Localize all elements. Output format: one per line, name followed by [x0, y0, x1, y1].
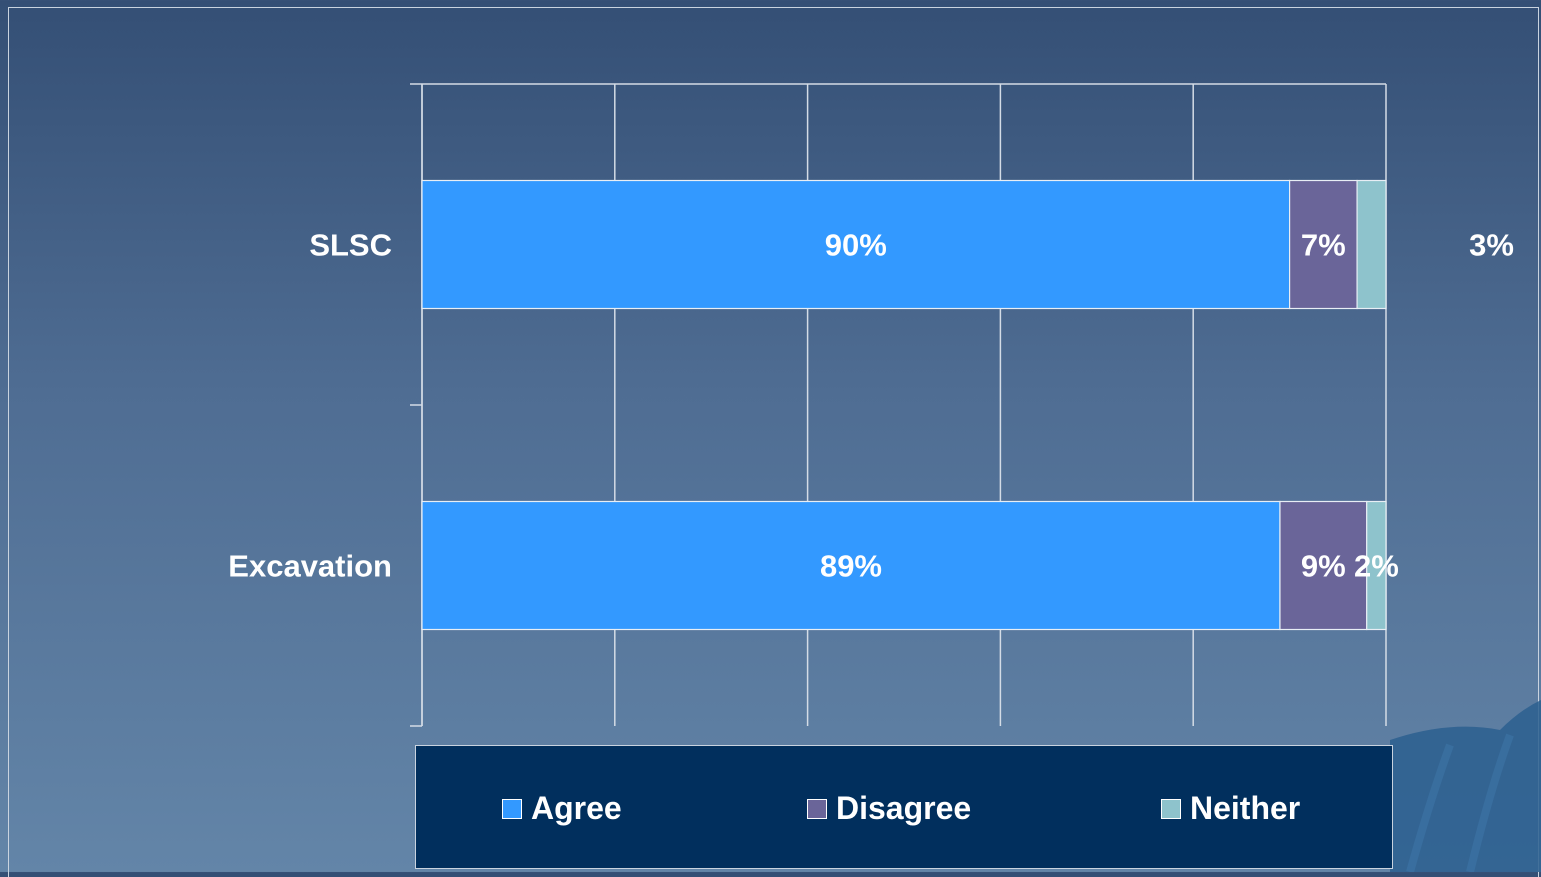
- data-label-agree-slsc: 90%: [825, 228, 887, 263]
- bar-agree-slsc: [421, 179, 1291, 310]
- data-label-neither-slsc: 3%: [1469, 228, 1514, 263]
- legend-swatch-neither: [1161, 798, 1181, 819]
- bar-agree-excavation: [421, 500, 1281, 631]
- legend-item-neither: Neither: [1161, 790, 1300, 827]
- legend-item-agree: Agree: [502, 790, 622, 827]
- category-label-excavation: Excavation: [228, 549, 392, 584]
- legend-swatch-disagree: [807, 798, 827, 819]
- category-label-slsc: SLSC: [309, 228, 392, 263]
- chart-bars: [421, 179, 1387, 631]
- bar-disagree-slsc: [1288, 179, 1358, 310]
- legend-label-disagree: Disagree: [836, 790, 972, 826]
- data-label-disagree-slsc: 7%: [1301, 228, 1346, 263]
- data-label-agree-excavation: 89%: [820, 549, 882, 584]
- chart-labels: SLSC 90% 7% 3% Excavation 89% 9% 2%: [228, 228, 1514, 584]
- bar-neither-excavation: [1366, 500, 1387, 631]
- data-label-neither-excavation: 2%: [1354, 549, 1399, 584]
- legend-item-disagree: Disagree: [807, 790, 971, 827]
- bar-neither-slsc: [1356, 179, 1387, 310]
- decorative-wave-icon: [1390, 700, 1541, 872]
- bar-disagree-excavation: [1279, 500, 1368, 631]
- legend-label-neither: Neither: [1190, 790, 1301, 826]
- legend-swatch-agree: [502, 798, 522, 819]
- chart-legend: Agree Disagree Neither: [415, 745, 1393, 869]
- legend-label-agree: Agree: [531, 790, 622, 826]
- data-label-disagree-excavation: 9%: [1301, 549, 1346, 584]
